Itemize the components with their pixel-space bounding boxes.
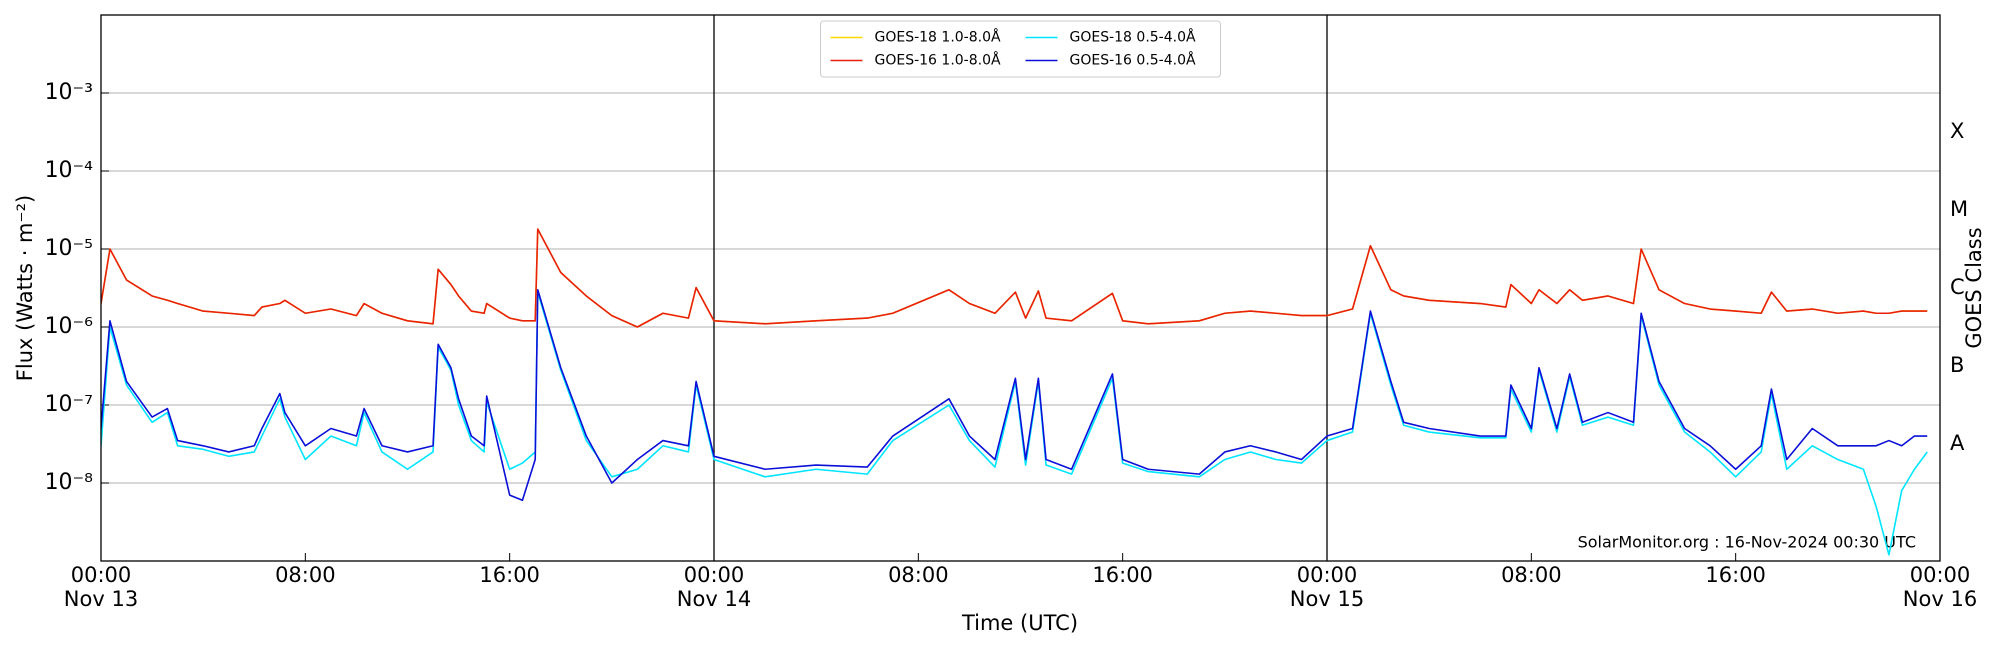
y-tick-label: 10⁻⁷ [45, 392, 93, 417]
legend-label: GOES-16 0.5-4.0Å [1070, 52, 1196, 69]
y2-tick-label: M [1950, 197, 1968, 221]
x-tick-label: 16:00 [1092, 563, 1153, 587]
x-tick-label: 16:00 [479, 563, 540, 587]
y-tick-label: 10⁻⁶ [45, 314, 94, 339]
y2-axis-label: GOES Class [1962, 227, 1986, 348]
x-tick-label: 00:00 [71, 563, 132, 587]
plot-frame [100, 14, 1941, 562]
x-axis-label: Time (UTC) [961, 611, 1078, 635]
x-tick-label: 08:00 [888, 563, 949, 587]
x-tick-label: 00:00 [1910, 563, 1971, 587]
legend-box [820, 20, 1221, 78]
x-tick-label: 00:00 [684, 563, 745, 587]
x-tick-label: Nov 14 [677, 587, 751, 611]
plot-lines [101, 228, 1928, 556]
legend-label: GOES-18 0.5-4.0Å [1070, 29, 1196, 46]
x-tick-label: Nov 13 [64, 587, 138, 611]
legend-label: GOES-18 1.0-8.0Å [875, 29, 1001, 46]
x-tick-label: Nov 15 [1290, 587, 1364, 611]
y2-tick-label: A [1950, 431, 1965, 455]
y-axis-label: Flux (Watts · m⁻²) [13, 195, 37, 381]
y2-tick-label: B [1950, 353, 1964, 377]
y-tick-label: 10⁻⁸ [45, 470, 94, 495]
series-line [101, 288, 1928, 502]
y-tick-label: 10⁻⁵ [45, 236, 93, 261]
x-tick-label: 08:00 [1501, 563, 1562, 587]
x-tick-label: 16:00 [1705, 563, 1766, 587]
y-tick-label: 10⁻³ [45, 80, 93, 105]
y2-tick-label: C [1950, 275, 1965, 299]
x-tick-label: 08:00 [275, 563, 336, 587]
y-tick-label: 10⁻⁴ [45, 158, 94, 183]
annotation: SolarMonitor.org : 16-Nov-2024 00:30 UTC [1578, 533, 1916, 552]
y2-tick-label: X [1950, 119, 1964, 143]
legend-label: GOES-16 1.0-8.0Å [875, 52, 1001, 69]
x-tick-label: Nov 16 [1903, 587, 1977, 611]
series-line [101, 228, 1928, 328]
x-tick-label: 00:00 [1297, 563, 1358, 587]
